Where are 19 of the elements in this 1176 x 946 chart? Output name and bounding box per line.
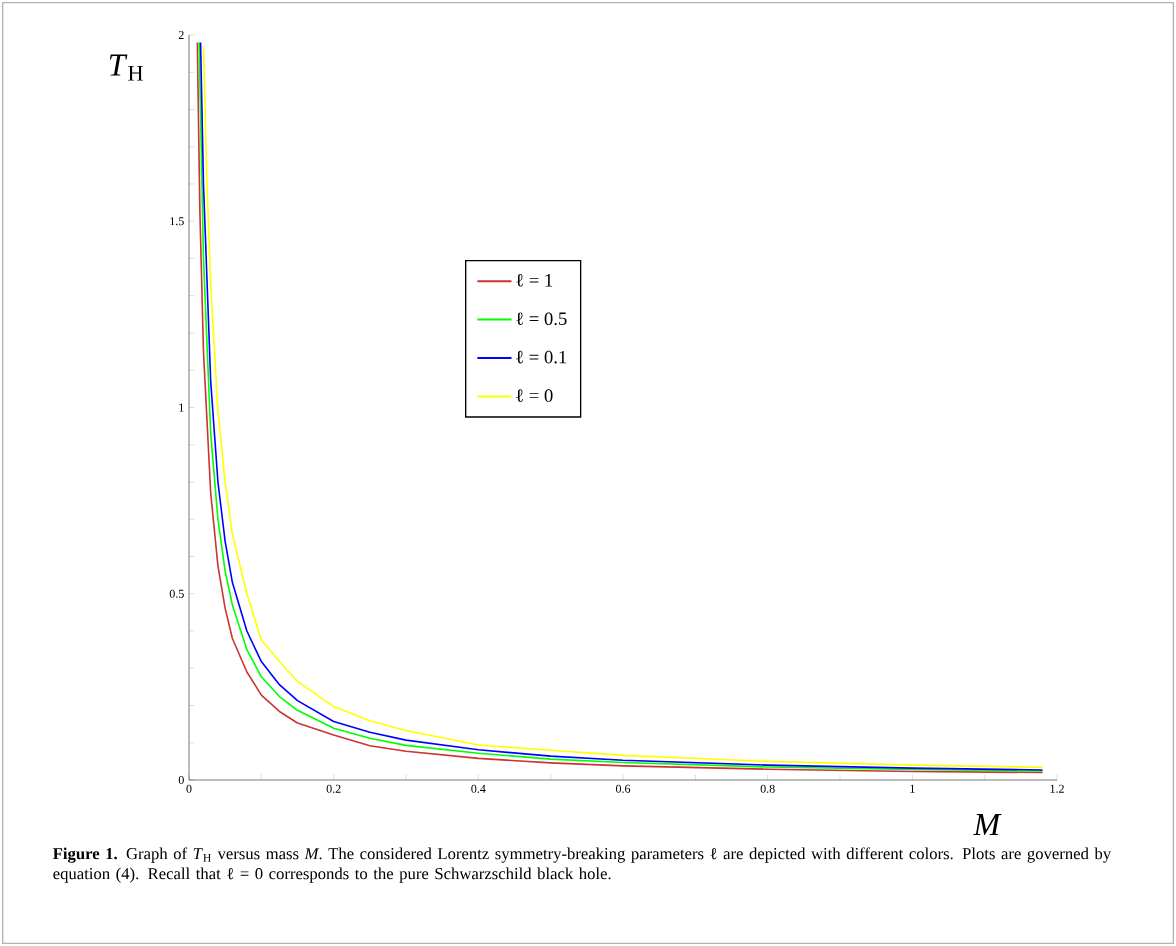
y-tick-label: 1 xyxy=(179,403,184,412)
x-tick-label: 0.6 xyxy=(615,784,631,793)
x-axis-title: M xyxy=(973,814,1002,835)
x-tick-label: 0.4 xyxy=(471,784,486,793)
x-tick-label: 1.2 xyxy=(1050,784,1064,793)
y-tick-label: 1.5 xyxy=(170,217,184,226)
legend-label: ℓ = 1 xyxy=(516,273,553,287)
x-tick-label: 1 xyxy=(910,784,915,793)
x-tick-label: 0.8 xyxy=(760,784,775,793)
legend-label: ℓ = 0 xyxy=(516,389,553,402)
x-tick-label: 0 xyxy=(186,784,192,793)
x-tick-label: 0.2 xyxy=(326,784,341,793)
legend-label: ℓ = 0.5 xyxy=(516,312,567,326)
y-tick-label: 2 xyxy=(178,31,184,39)
y-axis-title: T$_{H}$ xyxy=(109,54,143,81)
y-tick-label: 0.5 xyxy=(169,589,184,598)
legend-label: ℓ = 0.1 xyxy=(516,350,567,364)
y-tick-label: 0 xyxy=(178,775,184,785)
text: Figure 1. Graph of T$_{H}$ versus mass M. The considered Lorentz symmetry-breaking parameters ℓ are depicted with different colors. Plots are governed by equation (4). Recall that ℓ = 0 corresponds to the pure Schwarzschild black hole. xyxy=(53,847,1112,883)
